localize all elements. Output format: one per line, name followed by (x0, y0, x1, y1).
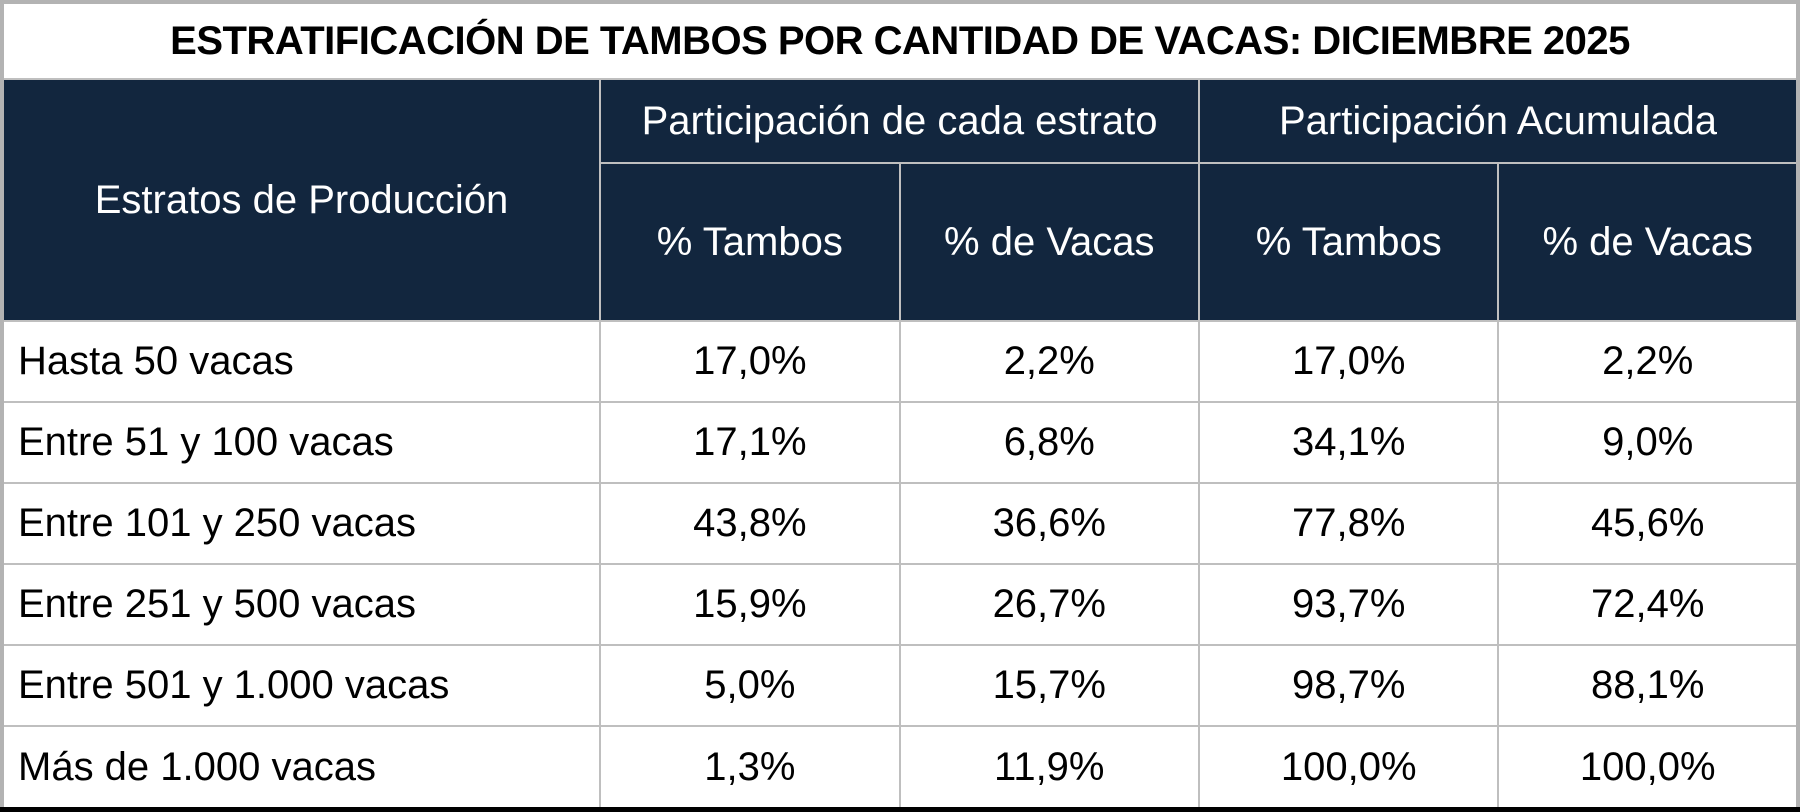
table-row: Entre 51 y 100 vacas 17,1% 6,8% 34,1% 9,… (0, 401, 1799, 484)
cell-value: 15,7% (898, 644, 1201, 727)
table-row: Entre 501 y 1.000 vacas 5,0% 15,7% 98,7%… (0, 644, 1799, 727)
cell-value: 88,1% (1497, 644, 1799, 727)
row-label: Entre 51 y 100 vacas (0, 401, 602, 484)
cell-value: 45,6% (1497, 482, 1799, 565)
column-header-tambos-estrato: % Tambos (599, 162, 901, 322)
cell-value: 98,7% (1198, 644, 1500, 727)
column-header-tambos-acumulada: % Tambos (1198, 162, 1500, 322)
row-label: Más de 1.000 vacas (0, 725, 602, 811)
group-header-participacion-estrato: Participación de cada estrato (599, 78, 1201, 164)
cell-value: 17,1% (599, 401, 901, 484)
cell-value: 100,0% (1497, 725, 1799, 811)
cell-value: 26,7% (898, 563, 1201, 646)
cell-value: 9,0% (1497, 401, 1799, 484)
row-header-estratos: Estratos de Producción (0, 78, 602, 322)
table-row: Hasta 50 vacas 17,0% 2,2% 17,0% 2,2% (0, 320, 1799, 403)
cell-value: 36,6% (898, 482, 1201, 565)
row-label: Hasta 50 vacas (0, 320, 602, 403)
cell-value: 2,2% (898, 320, 1201, 403)
column-header-vacas-acumulada: % de Vacas (1497, 162, 1799, 322)
cell-value: 43,8% (599, 482, 901, 565)
group-header-row: Estratos de Producción Participación de … (0, 78, 1799, 322)
column-header-vacas-estrato: % de Vacas (898, 162, 1201, 322)
cell-value: 1,3% (599, 725, 901, 811)
cell-value: 34,1% (1198, 401, 1500, 484)
cell-value: 2,2% (1497, 320, 1799, 403)
cell-value: 77,8% (1198, 482, 1500, 565)
cell-value: 93,7% (1198, 563, 1500, 646)
row-label: Entre 251 y 500 vacas (0, 563, 602, 646)
table-row: Más de 1.000 vacas 1,3% 11,9% 100,0% 100… (0, 725, 1799, 811)
cell-value: 11,9% (898, 725, 1201, 811)
row-label: Entre 501 y 1.000 vacas (0, 644, 602, 727)
title-row: ESTRATIFICACIÓN DE TAMBOS POR CANTIDAD D… (1, 1, 1799, 80)
cell-value: 100,0% (1198, 725, 1500, 811)
group-header-participacion-acumulada: Participación Acumulada (1198, 78, 1799, 164)
sub-header-row: % Tambos % de Vacas % Tambos % de Vacas (2, 162, 1799, 322)
cell-value: 17,0% (1198, 320, 1500, 403)
cell-value: 72,4% (1497, 563, 1799, 646)
cell-value: 6,8% (898, 401, 1201, 484)
cell-value: 17,0% (599, 320, 901, 403)
cell-value: 15,9% (599, 563, 901, 646)
table-row: Entre 101 y 250 vacas 43,8% 36,6% 77,8% … (0, 482, 1799, 565)
cell-value: 5,0% (599, 644, 901, 727)
table-title: ESTRATIFICACIÓN DE TAMBOS POR CANTIDAD D… (1, 1, 1799, 80)
table-row: Entre 251 y 500 vacas 15,9% 26,7% 93,7% … (0, 563, 1799, 646)
row-label: Entre 101 y 250 vacas (0, 482, 602, 565)
